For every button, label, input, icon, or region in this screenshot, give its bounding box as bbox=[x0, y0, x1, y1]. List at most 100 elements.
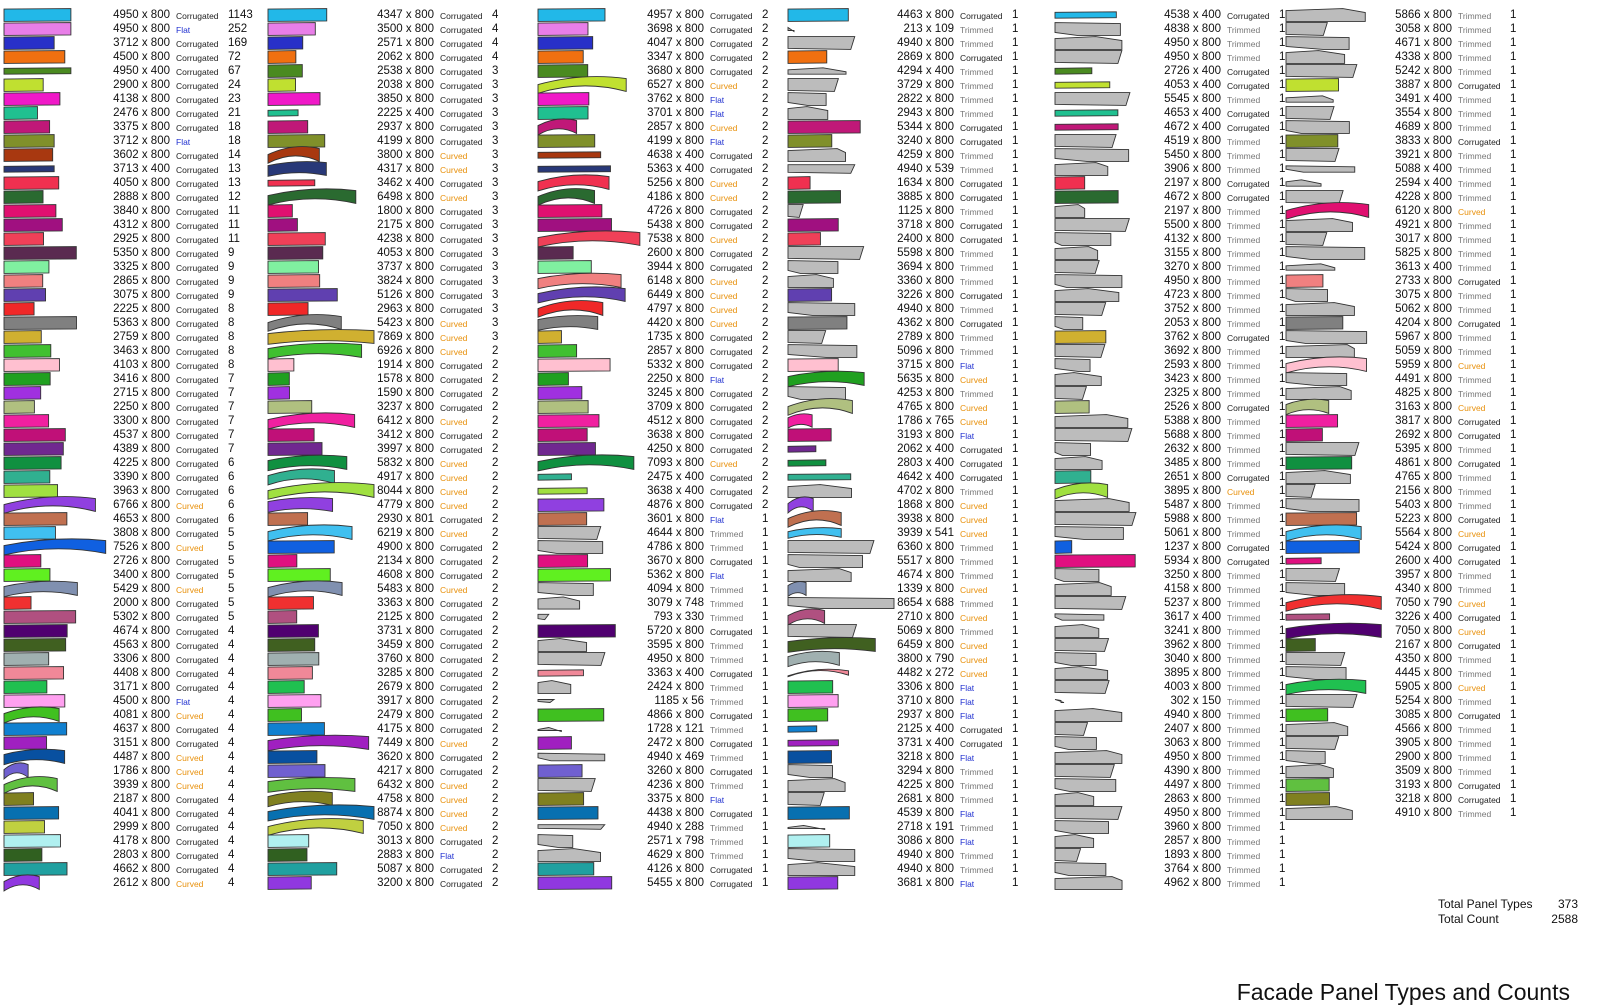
panel-dimensions: 4340 x 800 bbox=[1395, 583, 1452, 595]
panel-type: Trimmed bbox=[1227, 711, 1261, 721]
panel-type: Corrugated bbox=[176, 389, 219, 399]
panel-count: 1 bbox=[1012, 233, 1019, 245]
panel-swatch bbox=[1054, 21, 1128, 36]
panel-dimensions: 4866 x 800 bbox=[647, 709, 704, 721]
panel-swatch bbox=[1285, 651, 1353, 666]
panel-count: 3 bbox=[492, 275, 499, 287]
panel-dimensions: 3938 x 800 bbox=[897, 513, 954, 525]
panel-swatch bbox=[537, 399, 596, 414]
panel-count: 2 bbox=[492, 555, 499, 567]
panel-type: Corrugated bbox=[710, 151, 753, 161]
panel-type: Corrugated bbox=[710, 333, 753, 343]
panel-swatch bbox=[3, 511, 75, 526]
panel-swatch bbox=[1054, 567, 1107, 582]
panel-count: 1 bbox=[1279, 737, 1286, 749]
panel-swatch bbox=[3, 525, 63, 540]
panel-type: Curved bbox=[176, 753, 204, 763]
panel-dimensions: 1786 x 800 bbox=[113, 765, 170, 777]
panel-dimensions: 3554 x 800 bbox=[1395, 107, 1452, 119]
panel-count: 2 bbox=[762, 163, 769, 175]
panel-swatch bbox=[537, 105, 596, 120]
panel-dimensions: 4876 x 800 bbox=[647, 499, 704, 511]
panel-count: 2 bbox=[762, 177, 769, 189]
panel-swatch bbox=[787, 693, 846, 708]
panel-dimensions: 1237 x 800 bbox=[1164, 541, 1221, 553]
panel-count: 1 bbox=[1279, 37, 1286, 49]
panel-swatch bbox=[1054, 147, 1137, 162]
panel-swatch bbox=[267, 763, 333, 778]
panel-count: 3 bbox=[492, 247, 499, 259]
panel-count: 3 bbox=[492, 121, 499, 133]
panel-swatch bbox=[1054, 791, 1102, 806]
panel-dimensions: 5061 x 800 bbox=[1164, 527, 1221, 539]
panel-count: 1 bbox=[1279, 555, 1286, 567]
panel-dimensions: 3638 x 400 bbox=[647, 485, 704, 497]
panel-type: Trimmed bbox=[1458, 669, 1492, 679]
panel-type: Trimmed bbox=[960, 165, 994, 175]
panel-dimensions: 2197 x 800 bbox=[1164, 205, 1221, 217]
panel-count: 1 bbox=[1510, 485, 1517, 497]
panel-type: Corrugated bbox=[710, 557, 753, 567]
panel-dimensions: 3463 x 800 bbox=[113, 345, 170, 357]
panel-swatch bbox=[267, 357, 302, 372]
panel-swatch bbox=[1285, 567, 1347, 582]
panel-count: 1 bbox=[1012, 107, 1019, 119]
panel-swatch bbox=[537, 497, 612, 512]
panel-type: Trimmed bbox=[1227, 95, 1261, 105]
panel-dimensions: 1634 x 800 bbox=[897, 177, 954, 189]
panel-dimensions: 4723 x 800 bbox=[1164, 289, 1221, 301]
panel-count: 2 bbox=[762, 107, 769, 119]
panel-dimensions: 3306 x 800 bbox=[113, 653, 170, 665]
panel-dimensions: 4861 x 800 bbox=[1395, 457, 1452, 469]
panel-type: Curved bbox=[176, 543, 204, 553]
panel-dimensions: 2612 x 800 bbox=[113, 877, 170, 889]
panel-type: Curved bbox=[176, 711, 204, 721]
panel-swatch bbox=[3, 637, 74, 652]
panel-count: 8 bbox=[228, 303, 235, 315]
panel-count: 6 bbox=[228, 457, 235, 469]
panel-count: 8 bbox=[228, 331, 235, 343]
panel-dimensions: 4765 x 800 bbox=[1395, 471, 1452, 483]
panel-swatch bbox=[267, 314, 349, 332]
panel-count: 1 bbox=[1510, 513, 1517, 525]
panel-swatch bbox=[787, 650, 847, 668]
panel-type: Corrugated bbox=[1458, 137, 1501, 147]
panel-count: 1 bbox=[762, 863, 769, 875]
panel-dimensions: 5450 x 800 bbox=[1164, 149, 1221, 161]
panel-swatch bbox=[1054, 693, 1069, 707]
panel-type: Corrugated bbox=[176, 417, 219, 427]
panel-type: Curved bbox=[440, 165, 468, 175]
panel-count: 2 bbox=[762, 233, 769, 245]
panel-type: Flat bbox=[440, 851, 455, 861]
panel-swatch bbox=[1285, 581, 1353, 596]
panel-swatch bbox=[3, 329, 49, 344]
panel-dimensions: 3171 x 800 bbox=[113, 681, 170, 693]
panel-swatch bbox=[537, 875, 620, 890]
panel-type: Corrugated bbox=[176, 81, 219, 91]
panel-type: Curved bbox=[960, 641, 988, 651]
panel-swatch bbox=[787, 7, 856, 22]
panel-type: Flat bbox=[960, 753, 975, 763]
panel-count: 1 bbox=[762, 765, 769, 777]
panel-swatch bbox=[267, 861, 345, 876]
panel-count: 2 bbox=[492, 429, 499, 441]
panel-dimensions: 5403 x 800 bbox=[1395, 499, 1452, 511]
panel-type: Corrugated bbox=[176, 193, 219, 203]
panel-dimensions: 5564 x 800 bbox=[1395, 527, 1452, 539]
panel-dimensions: 4563 x 800 bbox=[113, 639, 170, 651]
panel-type: Trimmed bbox=[960, 557, 994, 567]
panel-count: 2 bbox=[492, 877, 499, 889]
panel-type: Corrugated bbox=[710, 347, 753, 357]
panel-count: 1 bbox=[762, 849, 769, 861]
panel-count: 1 bbox=[1012, 247, 1019, 259]
panel-dimensions: 2479 x 800 bbox=[377, 709, 434, 721]
panel-count: 5 bbox=[228, 611, 235, 623]
panel-swatch bbox=[267, 482, 382, 500]
panel-type: Trimmed bbox=[1227, 795, 1261, 805]
panel-swatch bbox=[267, 651, 327, 666]
panel-swatch bbox=[1054, 245, 1106, 260]
panel-swatch bbox=[1285, 721, 1356, 736]
panel-type: Curved bbox=[440, 529, 468, 539]
panel-swatch bbox=[537, 763, 590, 778]
panel-count: 1 bbox=[1510, 289, 1517, 301]
